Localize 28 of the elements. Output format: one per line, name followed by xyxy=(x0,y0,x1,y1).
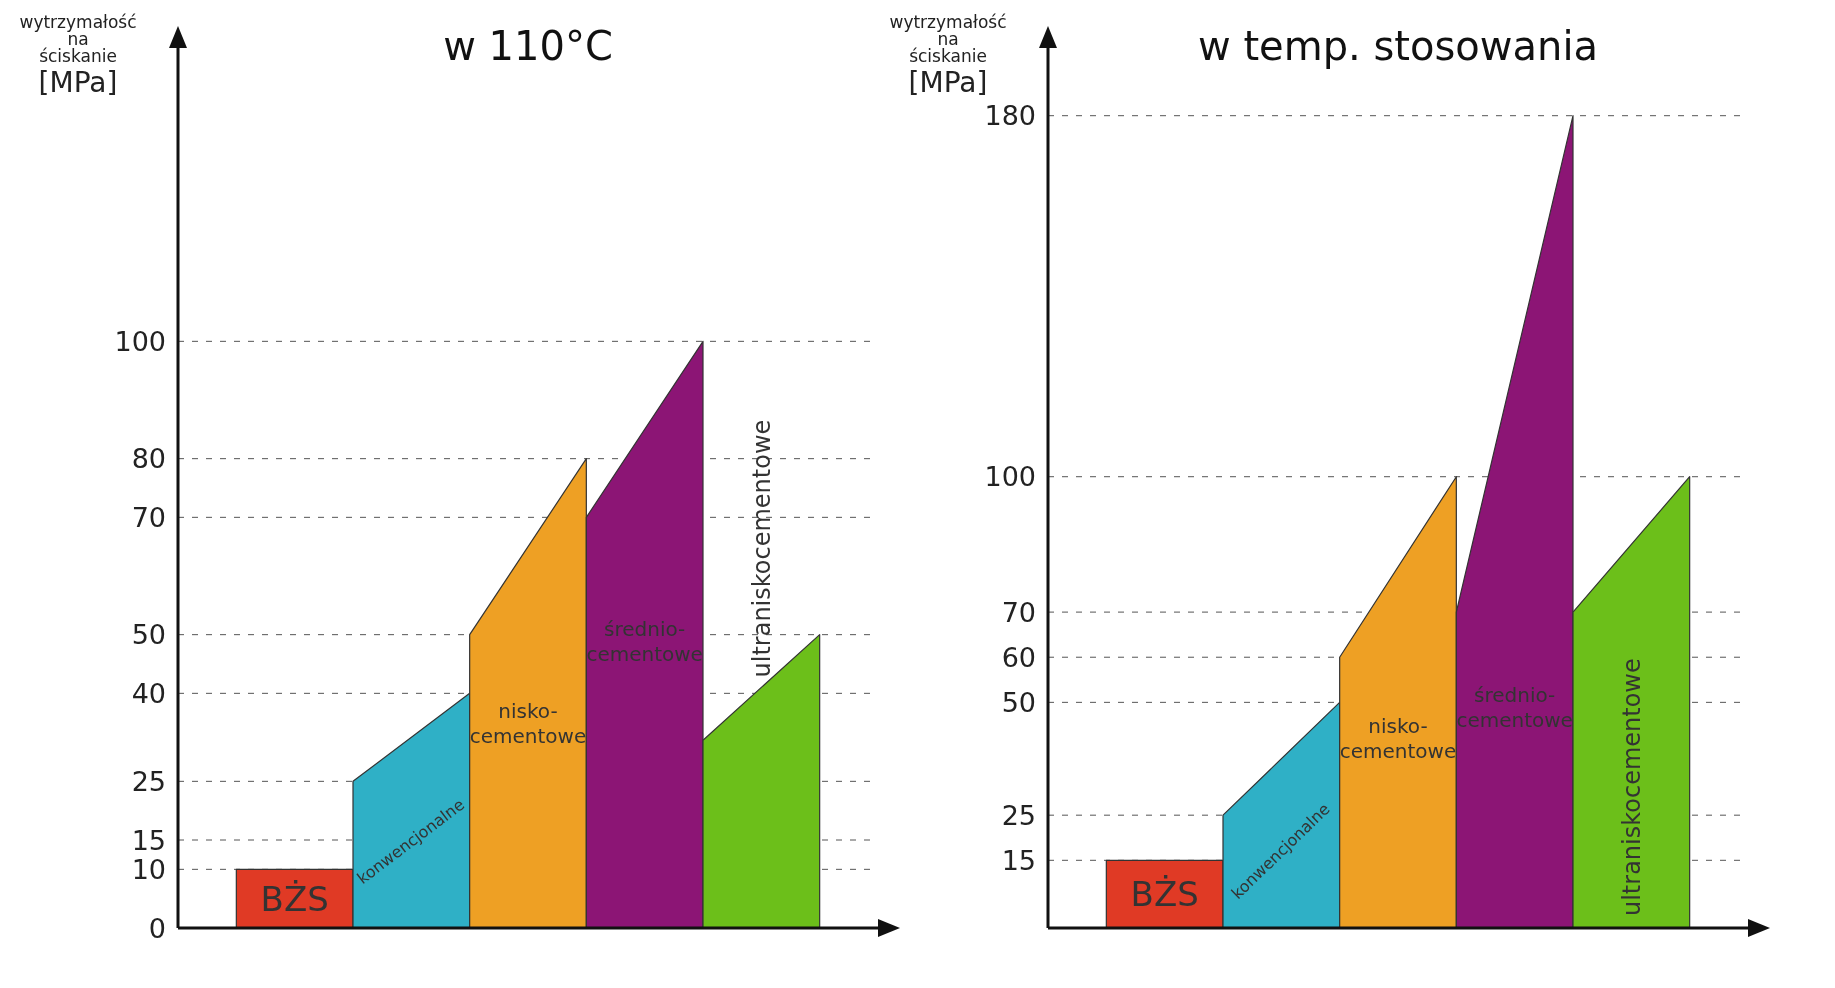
y-tick-label: 50 xyxy=(131,619,166,651)
y-tick-label: 80 xyxy=(131,443,166,475)
series-label: BŻS xyxy=(260,878,329,919)
y-tick-label: 10 xyxy=(131,853,166,885)
chart-title: w 110°C xyxy=(443,23,613,69)
text: ultraniskocementowe xyxy=(747,419,776,678)
y-tick-label: 100 xyxy=(984,461,1036,493)
series-label: nisko- cementowe xyxy=(1339,714,1457,764)
series-label: średnio- cementowe xyxy=(1456,682,1573,732)
y-tick-label: 15 xyxy=(1001,844,1036,876)
series-label: ultraniskocementowe xyxy=(1617,658,1646,916)
y-tick-label: 0 xyxy=(148,912,166,944)
y-tick-label: 25 xyxy=(1001,799,1036,831)
y-tick-label: 50 xyxy=(1001,686,1036,718)
y-axis-title: wytrzymałość na ściskanie [MPa] xyxy=(19,12,137,99)
y-tick-label: 70 xyxy=(1001,596,1036,628)
y-tick-label: 60 xyxy=(1001,641,1036,673)
y-tick-label: 15 xyxy=(131,824,166,856)
y-tick-label: 180 xyxy=(984,100,1036,132)
series-label: BŻS xyxy=(1130,874,1199,915)
y-tick-label: 25 xyxy=(131,765,166,797)
y-tick-label: 70 xyxy=(131,501,166,533)
series-label: nisko- cementowe xyxy=(469,698,587,748)
y-tick-label: 100 xyxy=(114,325,166,357)
y-axis-title: wytrzymałość na ściskanie [MPa] xyxy=(889,12,1007,99)
series-label: średnio- cementowe xyxy=(586,616,703,666)
chart-title: w temp. stosowania xyxy=(1197,23,1599,69)
y-tick-label: 40 xyxy=(131,677,166,709)
